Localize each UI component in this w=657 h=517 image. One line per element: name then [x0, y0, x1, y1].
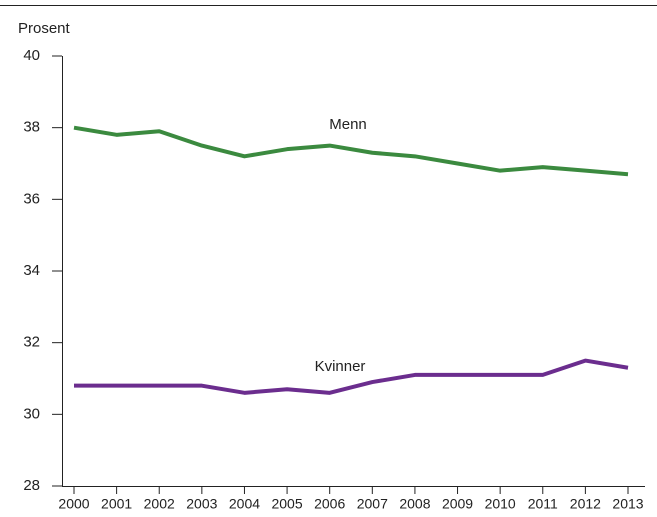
y-axis-label: Prosent: [18, 20, 71, 37]
x-tick-label: 2008: [399, 496, 430, 512]
x-tick-label: 2004: [229, 496, 260, 512]
series-line: [74, 358, 629, 395]
x-tick-label: 2009: [442, 496, 473, 512]
y-tick-label: 36: [23, 190, 40, 207]
series-line: [73, 125, 629, 177]
x-tick-label: 2012: [570, 496, 601, 512]
y-tick-label: 28: [23, 477, 40, 494]
x-tick-label: 2006: [314, 496, 345, 512]
y-tick-label: 34: [23, 262, 40, 279]
y-tick-label: 32: [23, 334, 40, 351]
x-tick-label: 2003: [186, 496, 217, 512]
y-tick-label: 40: [23, 47, 40, 64]
x-tick-label: 2001: [101, 496, 132, 512]
x-tick-label: 2005: [271, 496, 302, 512]
x-tick-label: 2007: [357, 496, 388, 512]
x-tick-label: 2013: [612, 496, 643, 512]
x-tick-label: 2002: [144, 496, 175, 512]
y-tick-label: 38: [23, 119, 40, 136]
series-label: Kvinner: [315, 358, 366, 375]
x-tick-label: 2011: [528, 496, 558, 512]
x-tick-label: 2010: [485, 496, 516, 512]
series-label: Menn: [329, 116, 367, 133]
x-tick-label: 2000: [58, 496, 89, 512]
y-tick-label: 30: [23, 405, 40, 422]
